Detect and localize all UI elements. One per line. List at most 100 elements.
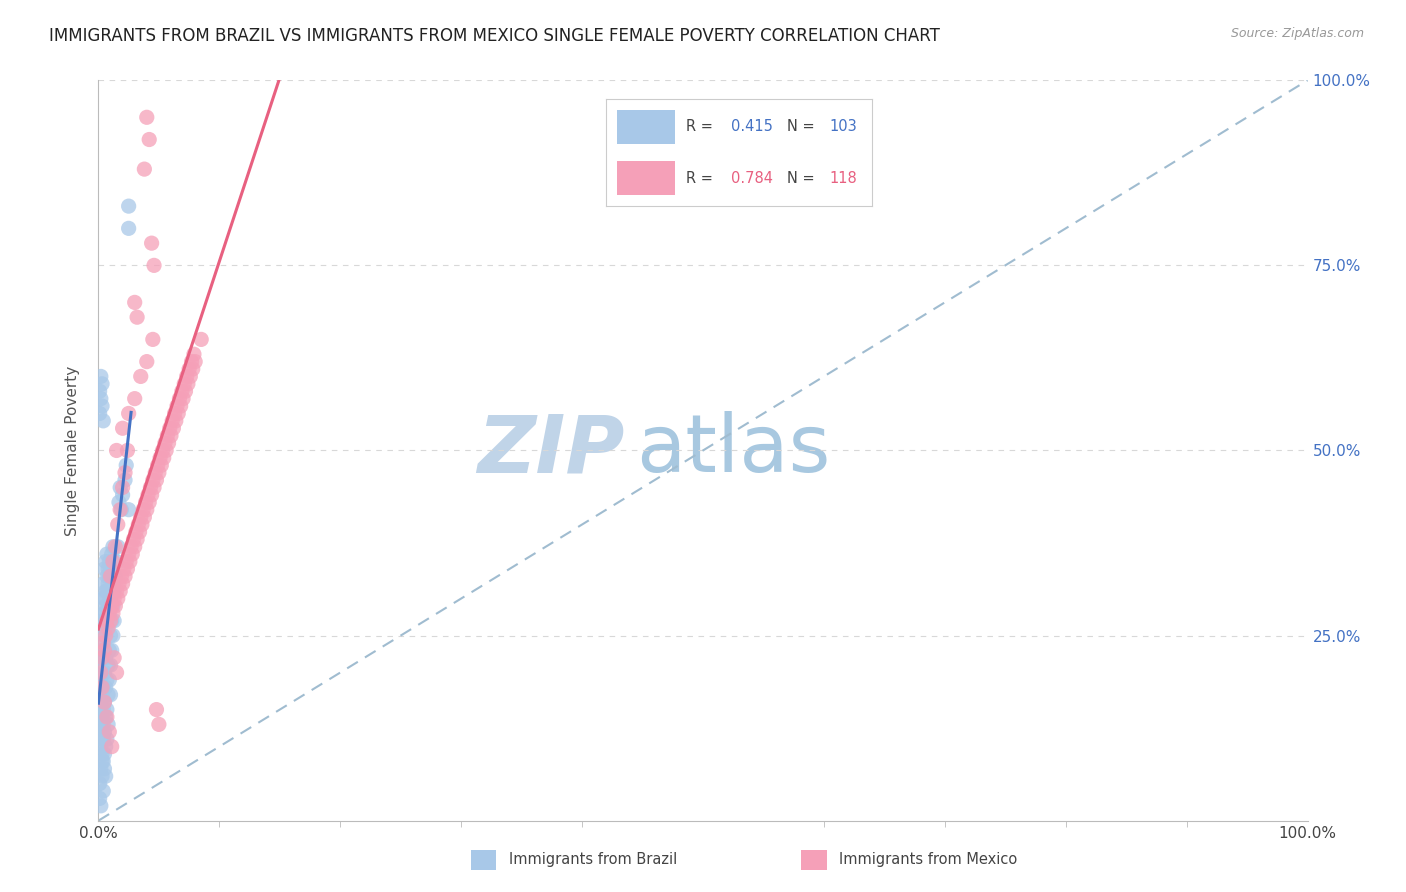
Point [100, 739, 122, 754]
Point [174, 384, 197, 399]
Point [124, 540, 146, 554]
Point [134, 162, 156, 177]
Point [129, 510, 152, 524]
Point [89, 703, 111, 717]
Point [90, 665, 112, 680]
Point [100, 643, 122, 657]
Point [100, 658, 122, 673]
Point [94, 650, 117, 665]
Point [91, 681, 114, 695]
Point [107, 591, 129, 606]
Point [180, 354, 202, 368]
Point [93, 562, 115, 576]
Point [179, 362, 201, 376]
Point [100, 591, 122, 606]
Point [172, 392, 194, 406]
Point [127, 533, 149, 547]
Point [152, 443, 174, 458]
Point [98, 673, 121, 687]
Point [89, 650, 111, 665]
Point [125, 524, 148, 539]
Point [101, 540, 124, 554]
Point [97, 562, 120, 576]
Point [89, 776, 111, 791]
Point [97, 576, 120, 591]
Point [98, 569, 121, 583]
Text: Source: ZipAtlas.com: Source: ZipAtlas.com [1230, 27, 1364, 40]
Text: ZIP: ZIP [477, 411, 624, 490]
Point [100, 584, 122, 599]
Point [94, 555, 117, 569]
Point [117, 562, 139, 576]
Point [90, 710, 112, 724]
Point [100, 562, 122, 576]
Point [177, 376, 200, 391]
Point [90, 392, 112, 406]
Point [90, 717, 112, 731]
Point [91, 636, 114, 650]
Point [135, 111, 157, 125]
Point [146, 458, 169, 473]
Point [149, 450, 172, 465]
Point [103, 584, 125, 599]
Point [176, 369, 198, 384]
Point [91, 688, 114, 702]
Point [94, 621, 117, 635]
Point [128, 524, 150, 539]
Point [89, 665, 111, 680]
Point [91, 399, 114, 413]
Point [170, 384, 193, 399]
Point [97, 658, 120, 673]
Point [103, 614, 125, 628]
Text: IMMIGRANTS FROM BRAZIL VS IMMIGRANTS FROM MEXICO SINGLE FEMALE POVERTY CORRELATI: IMMIGRANTS FROM BRAZIL VS IMMIGRANTS FRO… [49, 27, 941, 45]
Point [179, 369, 201, 384]
Point [118, 547, 141, 561]
Point [101, 576, 124, 591]
Point [108, 576, 131, 591]
Point [150, 458, 173, 473]
Point [165, 414, 187, 428]
Point [94, 628, 117, 642]
Text: atlas: atlas [637, 411, 831, 490]
Point [120, 540, 142, 554]
Point [94, 584, 117, 599]
Point [118, 555, 141, 569]
Point [100, 688, 122, 702]
Point [104, 599, 127, 613]
Point [93, 628, 115, 642]
Point [181, 362, 204, 376]
Point [159, 421, 181, 435]
Point [97, 621, 120, 635]
Point [153, 436, 176, 450]
Point [97, 717, 120, 731]
Point [104, 540, 127, 554]
Point [105, 665, 128, 680]
Point [139, 480, 162, 494]
Point [91, 607, 114, 621]
Point [141, 488, 163, 502]
Point [90, 621, 112, 635]
Point [98, 607, 121, 621]
Point [127, 517, 149, 532]
Point [155, 443, 177, 458]
Point [104, 569, 127, 583]
Point [98, 643, 121, 657]
Point [98, 724, 121, 739]
Point [108, 502, 131, 516]
Point [90, 650, 112, 665]
Point [107, 517, 129, 532]
Point [118, 407, 141, 421]
Point [169, 392, 191, 406]
Point [160, 428, 183, 442]
Point [107, 540, 129, 554]
Point [100, 569, 122, 583]
Point [111, 480, 134, 494]
Point [122, 533, 145, 547]
Point [152, 450, 174, 465]
Point [91, 755, 114, 769]
Point [90, 673, 112, 687]
Point [93, 747, 115, 761]
Point [100, 628, 122, 642]
Point [93, 607, 115, 621]
Point [89, 791, 111, 805]
